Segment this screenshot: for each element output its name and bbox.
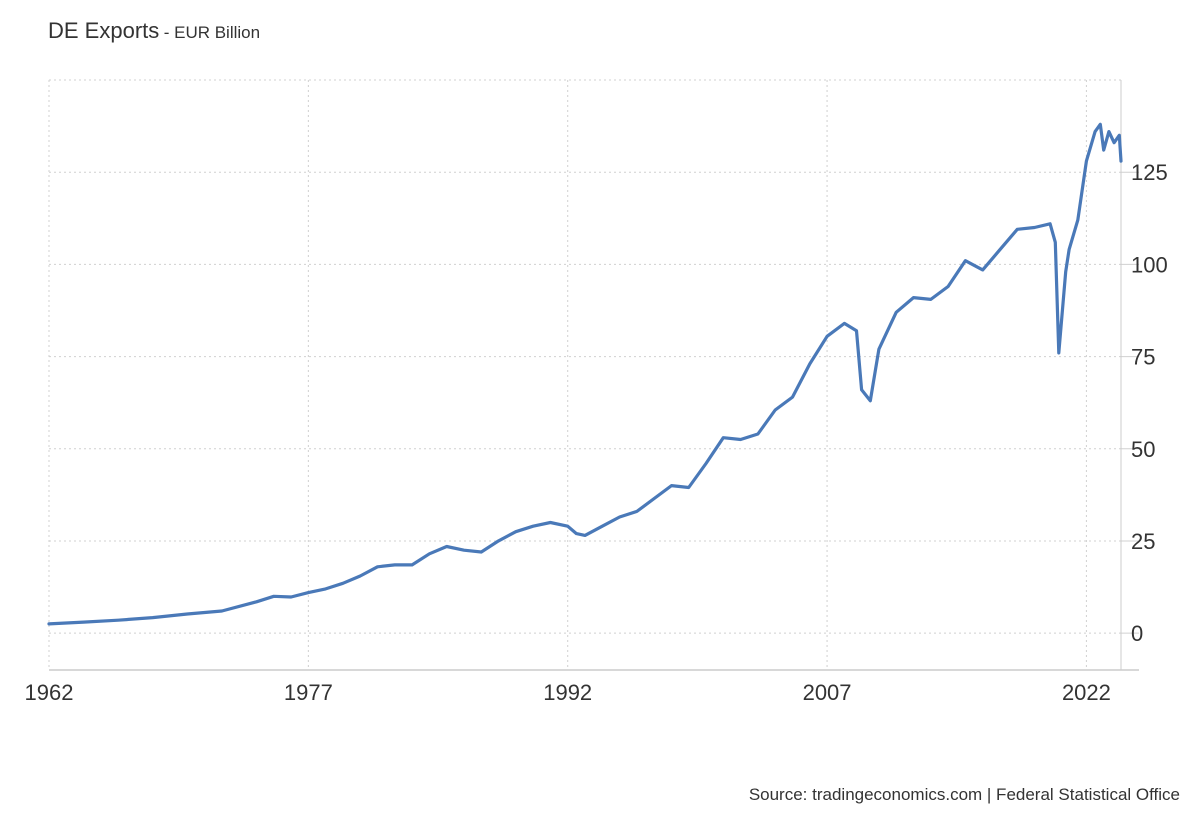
y-tick-label: 100 <box>1131 252 1168 277</box>
chart-subtitle: - EUR Billion <box>163 23 261 42</box>
series-layer <box>47 122 1123 626</box>
y-tick-label: 75 <box>1131 345 1155 370</box>
x-tick-label: 1962 <box>25 680 74 705</box>
y-tick-label: 125 <box>1131 160 1168 185</box>
x-tick-label: 2022 <box>1062 680 1111 705</box>
y-tick-label: 0 <box>1131 621 1143 646</box>
source-note: Source: tradingeconomics.com | Federal S… <box>748 785 1180 804</box>
grid-lines <box>48 79 1121 670</box>
chart-title: DE Exports <box>48 18 160 43</box>
x-tick-label: 2007 <box>803 680 852 705</box>
chart-title-block: DE Exports - EUR Billion <box>48 18 260 44</box>
y-tick-label: 50 <box>1131 437 1155 462</box>
x-tick-label: 1992 <box>543 680 592 705</box>
y-tick-label: 25 <box>1131 529 1155 554</box>
tick-labels: 0 25 50 75 100 125 1962 1977 1992 2007 2022 <box>25 160 1168 705</box>
axes <box>49 80 1139 671</box>
series-line-0 <box>47 122 1123 626</box>
x-tick-label: 1977 <box>284 680 333 705</box>
